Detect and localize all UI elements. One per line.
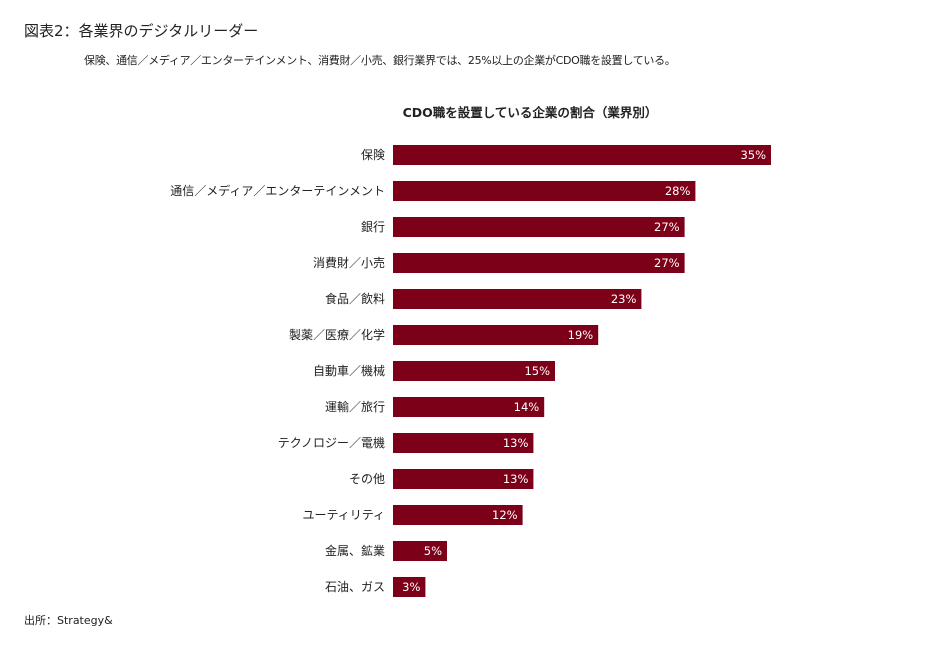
bar [393, 361, 555, 381]
bar [393, 289, 642, 309]
value-label: 14% [514, 400, 540, 414]
bar [393, 217, 685, 237]
bar [393, 253, 685, 273]
category-label: 金属、鉱業 [325, 543, 385, 558]
category-label: 保険 [361, 148, 385, 162]
category-label: 石油、ガス [325, 580, 385, 594]
value-label: 13% [503, 472, 529, 486]
value-label: 5% [424, 544, 442, 558]
bar [393, 145, 771, 165]
bar [393, 325, 599, 345]
bar [393, 433, 534, 453]
value-label: 3% [402, 580, 420, 594]
category-label: その他 [349, 472, 385, 486]
bar [393, 469, 534, 489]
value-label: 15% [524, 364, 550, 378]
category-label: 通信／メディア／エンターテインメント [170, 183, 385, 198]
category-label: 銀行 [361, 220, 385, 234]
value-label: 28% [665, 184, 691, 198]
bar [393, 181, 696, 201]
category-label: ユーティリティ [302, 508, 385, 522]
category-label: 運輸／旅行 [325, 399, 385, 414]
source-note: 出所：Strategy& [24, 614, 113, 627]
bar [393, 541, 447, 561]
bar [393, 505, 523, 525]
value-label: 23% [611, 292, 637, 306]
category-label: 自動車／機械 [313, 363, 385, 378]
value-label: 12% [492, 508, 518, 522]
value-label: 35% [740, 148, 766, 162]
value-label: 19% [568, 328, 594, 342]
value-label: 27% [654, 220, 680, 234]
bar [393, 577, 426, 597]
chart-title: CDO職を設置している企業の割合（業界別） [402, 105, 658, 120]
category-label: 食品／飲料 [325, 291, 385, 306]
figure-subtitle: 保険、通信／メディア／エンターテインメント、消費財／小売、銀行業界では、25%以… [84, 54, 676, 67]
value-label: 27% [654, 256, 680, 270]
category-label: テクノロジー／電機 [278, 435, 385, 450]
category-label: 製薬／医療／化学 [289, 327, 385, 342]
value-label: 13% [503, 436, 529, 450]
figure-title: 図表2：各業界のデジタルリーダー [24, 22, 259, 40]
bar [393, 397, 545, 417]
category-label: 消費財／小売 [313, 255, 385, 270]
